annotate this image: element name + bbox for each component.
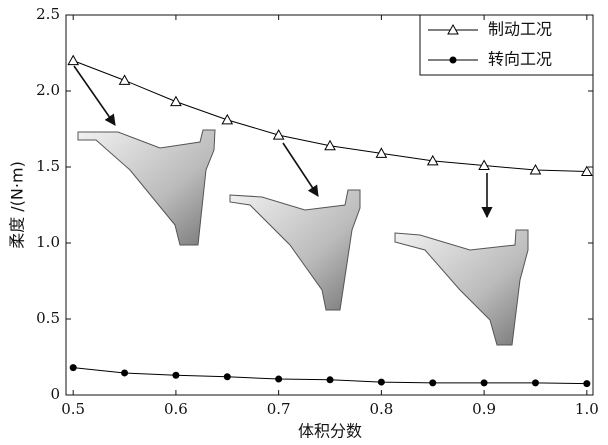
marker (70, 364, 77, 371)
marker (68, 56, 78, 65)
marker (121, 369, 128, 376)
marker (450, 57, 457, 64)
legend-label: 转向工况 (488, 50, 552, 69)
x-tick-label: 1.0 (575, 400, 599, 418)
arrow (283, 143, 318, 196)
marker (378, 379, 385, 386)
marker (429, 379, 436, 386)
x-tick-label: 0.7 (267, 400, 291, 418)
legend-label: 制动工况 (488, 20, 552, 39)
marker (275, 376, 282, 383)
marker (583, 380, 590, 387)
marker (120, 75, 130, 84)
y-tick-label: 1.0 (36, 233, 60, 251)
x-tick-label: 0.5 (61, 400, 85, 418)
bracket-images (78, 130, 528, 345)
marker (532, 379, 539, 386)
marker (224, 373, 231, 380)
marker (172, 372, 179, 379)
y-axis-label: 柔度 /(N·m) (8, 161, 27, 249)
marker (274, 130, 284, 139)
x-tick-label: 0.8 (369, 400, 393, 418)
x-tick-label: 0.9 (472, 400, 496, 418)
y-tick-label: 0 (50, 385, 60, 403)
y-tick-label: 0.5 (36, 309, 60, 327)
y-tick-label: 2.0 (36, 81, 60, 99)
marker (481, 379, 488, 386)
x-tick-label: 0.6 (164, 400, 188, 418)
x-axis-label: 体积分数 (298, 422, 362, 441)
chart: 体积分数 柔度 /(N·m) 00.51.01.52.02.50.50.60.7… (0, 0, 608, 445)
marker (327, 376, 334, 383)
marker (171, 97, 181, 106)
y-tick-label: 1.5 (36, 157, 60, 175)
marker (222, 115, 232, 124)
y-tick-label: 2.5 (36, 5, 60, 23)
